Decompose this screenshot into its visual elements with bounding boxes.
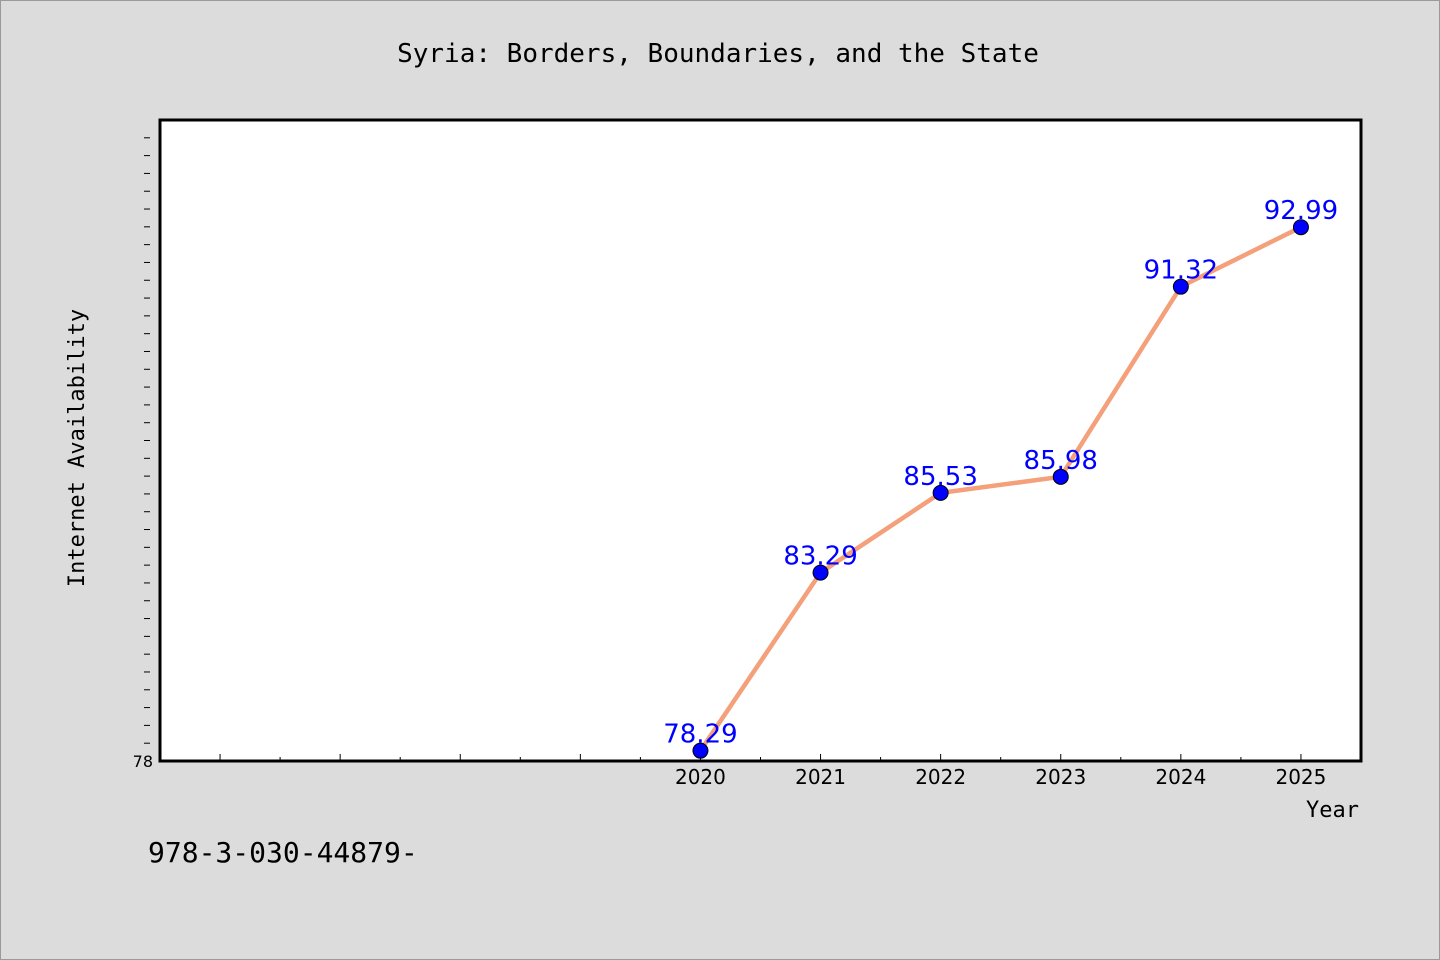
data-label: 83.29 <box>783 542 857 572</box>
y-axis-ticks: 78 <box>133 137 153 771</box>
y-tick-label: 78 <box>133 752 153 771</box>
x-tick-label: 2020 <box>675 765 726 789</box>
x-tick-label: 2022 <box>915 765 966 789</box>
x-tick-label: 2021 <box>795 765 846 789</box>
series-group: 78.29 83.29 85.53 85.98 91.32 92.99 <box>663 196 1338 759</box>
data-point <box>1292 219 1309 236</box>
series-line <box>698 224 1304 753</box>
y-axis-title: Internet Availability <box>65 309 90 587</box>
footnote-text: 978-3-030-44879- <box>148 836 418 869</box>
data-label: 78.29 <box>663 720 737 750</box>
x-tick-label: 2025 <box>1275 765 1326 789</box>
x-axis-title: Year <box>1306 798 1359 823</box>
data-point <box>692 742 709 759</box>
data-label: 92.99 <box>1264 196 1338 226</box>
x-tick-label: 2024 <box>1155 765 1206 789</box>
data-label: 85.98 <box>1024 446 1098 476</box>
chart-title: Syria: Borders, Boundaries, and the Stat… <box>397 39 1039 69</box>
x-tick-label: 2023 <box>1035 765 1086 789</box>
data-point <box>1172 278 1189 295</box>
data-label: 85.53 <box>903 462 977 492</box>
x-axis-ticks: 2020 2021 2022 2023 2024 2025 <box>159 754 1362 789</box>
data-point <box>812 564 829 581</box>
data-point <box>1052 468 1069 485</box>
data-label: 91.32 <box>1144 256 1218 286</box>
data-point <box>932 484 949 501</box>
plot-area <box>158 118 1363 763</box>
